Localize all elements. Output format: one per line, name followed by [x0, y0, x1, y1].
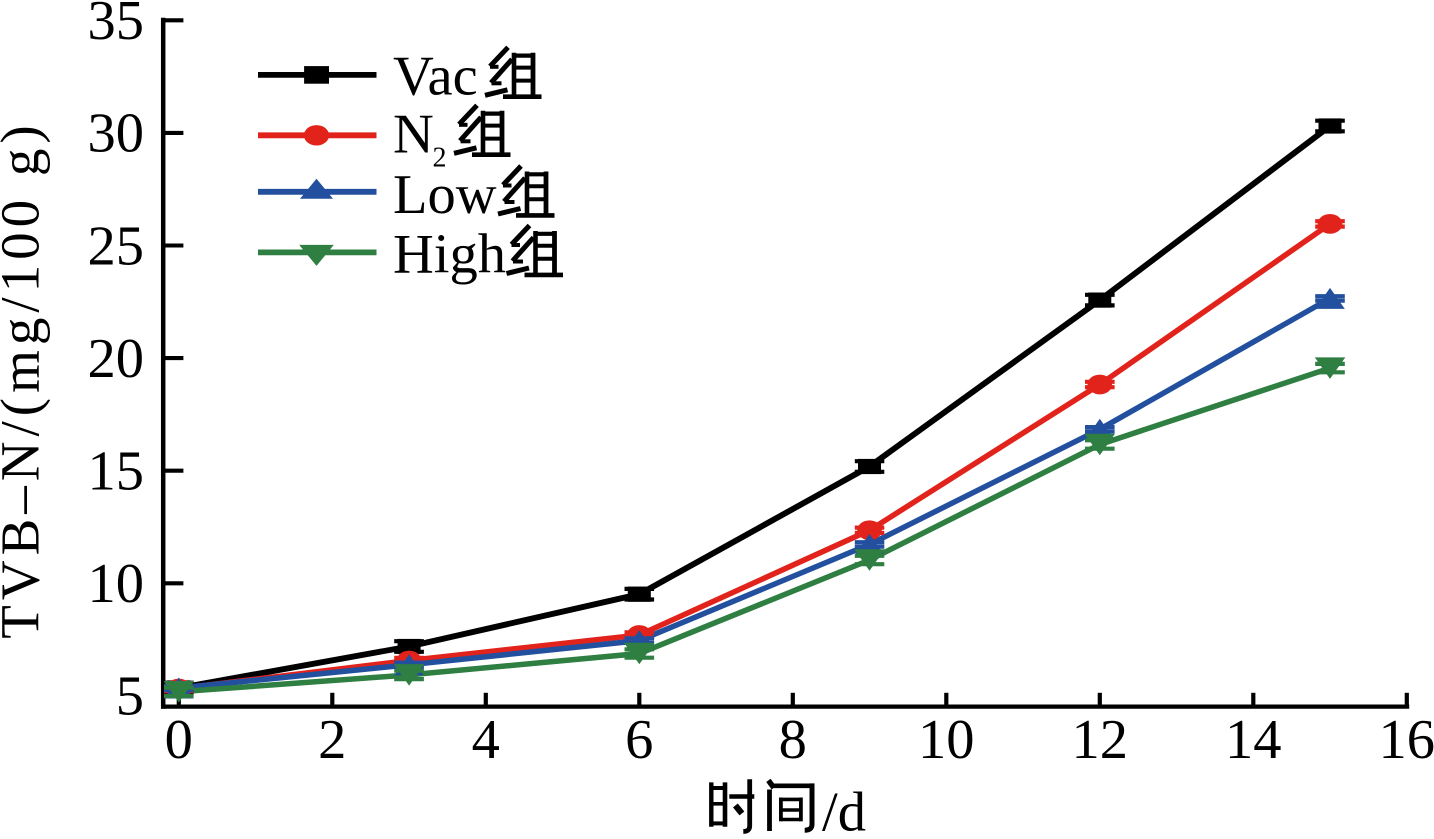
svg-text:High: High [393, 224, 506, 286]
svg-text:35: 35 [88, 0, 145, 52]
svg-text:4: 4 [472, 709, 500, 771]
svg-text:6: 6 [625, 709, 653, 771]
svg-text:0: 0 [165, 709, 193, 771]
svg-text:Low: Low [393, 164, 497, 226]
svg-text:20: 20 [88, 328, 145, 390]
svg-text:10: 10 [88, 553, 145, 615]
svg-text:25: 25 [88, 215, 145, 277]
svg-text:5: 5 [116, 666, 144, 728]
svg-text:2: 2 [318, 709, 346, 771]
svg-text:12: 12 [1072, 709, 1129, 771]
svg-text:N: N [393, 103, 434, 165]
svg-text:TVB–N/(mg/100 g): TVB–N/(mg/100 g) [0, 120, 51, 638]
svg-text:16: 16 [1379, 709, 1434, 771]
svg-text:Vac: Vac [393, 45, 478, 107]
svg-text:/d: /d [822, 782, 866, 835]
svg-text:2: 2 [433, 142, 447, 173]
svg-text:15: 15 [88, 441, 145, 503]
svg-text:30: 30 [88, 103, 145, 165]
svg-text:8: 8 [779, 709, 807, 771]
svg-text:14: 14 [1225, 709, 1282, 771]
svg-text:10: 10 [918, 709, 975, 771]
